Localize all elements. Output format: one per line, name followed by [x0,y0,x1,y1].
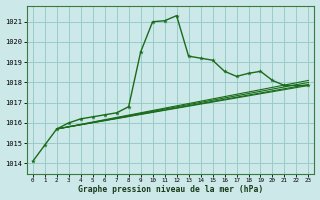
X-axis label: Graphe pression niveau de la mer (hPa): Graphe pression niveau de la mer (hPa) [78,185,263,194]
